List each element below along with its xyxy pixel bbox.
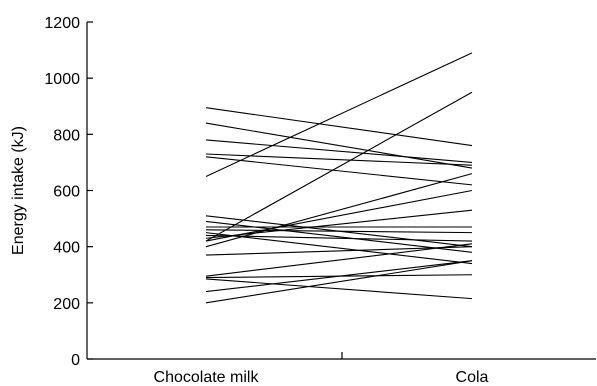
subject-line-6	[205, 52, 473, 177]
subject-line-17	[205, 246, 473, 256]
x-tick-labels: Chocolate milk Cola	[154, 369, 489, 386]
subject-line-10	[205, 229, 473, 234]
subject-line-20	[205, 278, 473, 300]
y-tick-label-5: 1000	[44, 71, 80, 88]
subject-line-2	[205, 122, 473, 169]
x-tick-label-1: Cola	[456, 369, 489, 386]
subject-line-11	[205, 232, 473, 265]
subject-line-12	[205, 234, 473, 242]
y-tick-label-3: 600	[53, 184, 80, 201]
subject-line-1	[205, 107, 473, 147]
subject-line-22	[205, 260, 473, 304]
y-axis-title: Energy intake (kJ)	[10, 126, 27, 255]
y-tick-label-0: 0	[71, 352, 80, 369]
series-lines	[205, 52, 473, 304]
subject-line-15	[205, 189, 473, 242]
subject-line-18	[205, 243, 473, 277]
y-tick-label-6: 1200	[44, 15, 80, 32]
subject-line-21	[205, 260, 473, 293]
y-tick-label-1: 200	[53, 296, 80, 313]
subject-line-13	[205, 209, 473, 239]
x-tick-label-0: Chocolate milk	[154, 369, 260, 386]
y-tick-label-4: 800	[53, 127, 80, 144]
subject-line-3	[205, 139, 473, 163]
y-tick-label-2: 400	[53, 240, 80, 257]
y-ticks: 0 200 400 600 800 1000 1200	[44, 15, 93, 369]
subject-line-14	[205, 91, 473, 242]
subject-line-16	[205, 173, 473, 248]
subject-line-5	[205, 156, 473, 186]
subject-line-4	[205, 153, 473, 166]
axes	[86, 22, 596, 360]
